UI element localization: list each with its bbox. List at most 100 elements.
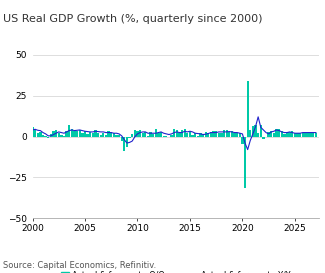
Bar <box>131 134 133 136</box>
Bar <box>189 132 191 136</box>
Bar <box>113 133 115 136</box>
Bar <box>94 130 97 136</box>
Bar <box>213 131 215 136</box>
Bar <box>299 133 301 136</box>
Bar <box>37 133 39 136</box>
Bar <box>39 132 42 136</box>
Bar <box>52 131 55 136</box>
Bar <box>273 133 275 136</box>
Bar <box>231 131 233 136</box>
Bar <box>55 130 57 136</box>
Bar <box>136 130 138 136</box>
Bar <box>118 135 120 136</box>
Bar <box>246 81 249 136</box>
Bar <box>99 135 102 136</box>
Bar <box>126 136 128 147</box>
Bar <box>81 133 84 136</box>
Bar <box>47 136 49 138</box>
Bar <box>283 134 286 136</box>
Bar <box>142 133 144 136</box>
Bar <box>291 131 293 136</box>
Bar <box>280 131 283 136</box>
Bar <box>257 133 259 136</box>
Bar <box>249 130 252 136</box>
Bar <box>121 136 123 141</box>
Bar <box>139 130 141 136</box>
Bar <box>207 133 209 136</box>
Bar <box>202 135 204 136</box>
Bar <box>294 133 296 136</box>
Bar <box>312 133 314 136</box>
Bar <box>31 127 34 136</box>
Bar <box>86 134 89 136</box>
Bar <box>260 125 262 136</box>
Bar <box>128 136 131 138</box>
Bar <box>71 129 73 136</box>
Bar <box>210 132 212 136</box>
Bar <box>84 131 86 136</box>
Bar <box>267 132 270 136</box>
Bar <box>278 129 280 136</box>
Bar <box>204 132 207 136</box>
Bar <box>155 129 157 136</box>
Bar <box>302 133 304 136</box>
Bar <box>60 135 62 136</box>
Bar <box>181 130 183 136</box>
Bar <box>265 136 267 137</box>
Bar <box>241 136 243 144</box>
Bar <box>79 130 81 136</box>
Bar <box>160 132 162 136</box>
Bar <box>157 133 160 136</box>
Bar <box>304 133 306 136</box>
Bar <box>309 133 312 136</box>
Bar <box>233 133 236 136</box>
Bar <box>315 133 317 136</box>
Bar <box>270 131 272 136</box>
Bar <box>170 135 173 136</box>
Bar <box>194 133 196 136</box>
Bar <box>144 132 147 136</box>
Bar <box>199 133 202 136</box>
Bar <box>191 135 194 136</box>
Bar <box>68 125 71 136</box>
Bar <box>65 130 68 136</box>
Text: Source: Capital Economics, Refinitiv.: Source: Capital Economics, Refinitiv. <box>3 261 157 270</box>
Bar <box>307 133 309 136</box>
Bar <box>244 136 246 188</box>
Bar <box>215 131 217 136</box>
Bar <box>228 132 230 136</box>
Bar <box>89 132 91 136</box>
Bar <box>76 130 78 136</box>
Bar <box>58 133 60 136</box>
Bar <box>239 133 241 136</box>
Bar <box>226 130 228 136</box>
Bar <box>178 133 181 136</box>
Bar <box>262 136 265 139</box>
Legend: Actual & forecast - Q/Q ann., Actual & forecast - Y/Y: Actual & forecast - Q/Q ann., Actual & f… <box>58 268 293 273</box>
Bar <box>252 126 254 136</box>
Bar <box>186 133 188 136</box>
Bar <box>92 133 94 136</box>
Bar <box>123 136 125 151</box>
Text: US Real GDP Growth (%, quarterly since 2000): US Real GDP Growth (%, quarterly since 2… <box>3 14 263 24</box>
Bar <box>105 135 107 136</box>
Bar <box>289 132 291 136</box>
Bar <box>218 133 220 136</box>
Bar <box>42 135 44 136</box>
Bar <box>110 132 112 136</box>
Bar <box>286 132 288 136</box>
Bar <box>150 132 152 136</box>
Bar <box>102 133 105 136</box>
Bar <box>50 134 52 136</box>
Bar <box>236 133 238 136</box>
Bar <box>97 133 99 136</box>
Bar <box>115 135 118 136</box>
Bar <box>275 129 278 136</box>
Bar <box>34 129 36 136</box>
Bar <box>254 125 257 136</box>
Bar <box>296 133 299 136</box>
Bar <box>108 131 110 136</box>
Bar <box>134 130 136 136</box>
Bar <box>176 130 178 136</box>
Bar <box>220 133 223 136</box>
